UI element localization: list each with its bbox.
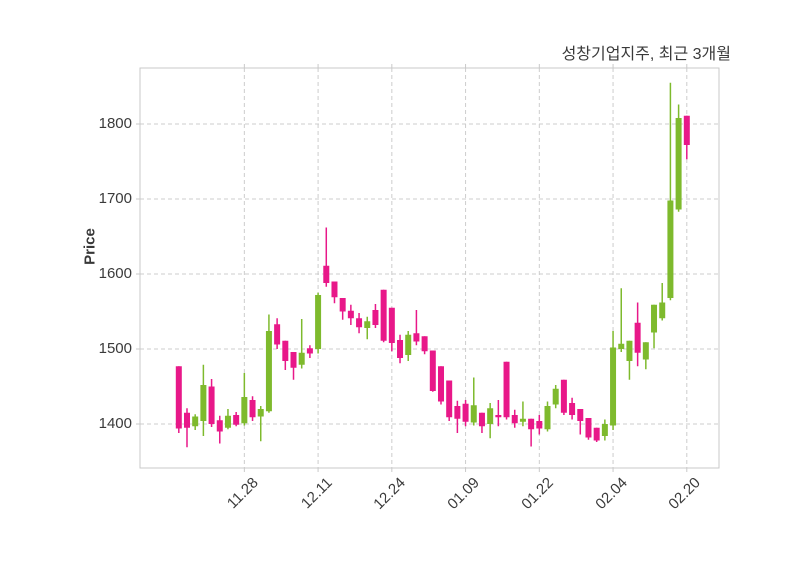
candle-up (667, 200, 674, 298)
candle-down (437, 366, 444, 402)
candle-down (388, 307, 395, 343)
candle-down (216, 420, 223, 432)
plot-border (139, 67, 720, 469)
candle-down (421, 336, 428, 352)
candle-up (405, 334, 412, 355)
candle-down (331, 281, 338, 298)
candle-down (528, 418, 535, 430)
candle-down (372, 310, 379, 325)
candle-up (364, 321, 371, 328)
candle-down (380, 289, 387, 341)
candle-up (224, 415, 231, 428)
candle-up (200, 385, 207, 421)
candle-up (298, 352, 305, 365)
candle-down (569, 403, 576, 415)
candle-down (454, 406, 461, 419)
candle-down (503, 361, 510, 418)
candle-down (413, 333, 420, 342)
candle-up (470, 405, 477, 423)
candle-down (593, 427, 600, 441)
candle-down (683, 115, 690, 145)
candle-down (585, 418, 592, 438)
candle-down (634, 322, 641, 353)
candle-up (601, 424, 608, 436)
y-tick-label: 1600 (98, 265, 132, 282)
candle-down (495, 415, 502, 418)
candle-up (487, 408, 494, 424)
candle-down (249, 400, 256, 418)
candle-down (282, 340, 289, 361)
y-tick-label: 1700 (98, 190, 132, 207)
candle-down (429, 350, 436, 391)
candle-down (511, 415, 518, 424)
candle-down (446, 380, 453, 418)
candle-up (241, 397, 248, 424)
candle-down (306, 348, 313, 354)
candle-down (233, 415, 240, 425)
y-tick-label: 1800 (98, 115, 132, 132)
candle-up (659, 302, 666, 319)
candles (175, 82, 690, 448)
candle-up (519, 418, 526, 422)
candle-down (274, 324, 281, 345)
candle-down (397, 340, 404, 358)
candle-down (478, 412, 485, 427)
candle-down (290, 352, 297, 368)
candle-down (323, 265, 330, 283)
candle-up (552, 388, 559, 405)
candle-down (347, 310, 354, 319)
candle-up (618, 343, 625, 349)
candle-up (544, 406, 551, 430)
candle-down (560, 379, 567, 413)
candle-down (208, 386, 215, 424)
gridlines (140, 68, 719, 468)
candle-down (356, 318, 363, 328)
candle-up (265, 331, 272, 412)
y-tick-label: 1400 (98, 415, 132, 432)
candle-up (675, 118, 682, 210)
candle-up (315, 295, 322, 349)
candle-up (192, 416, 199, 427)
candle-up (257, 409, 264, 417)
candle-up (642, 342, 649, 360)
candle-up (651, 304, 658, 333)
candle-down (536, 421, 543, 429)
candle-down (577, 409, 584, 421)
candle-down (175, 366, 182, 429)
candle-down (462, 403, 469, 422)
tick-marks (136, 64, 688, 472)
y-tick-label: 1500 (98, 340, 132, 357)
candle-up (626, 340, 633, 361)
candle-down (339, 298, 346, 312)
candle-down (183, 412, 190, 428)
chart-title: 성창기업지주, 최근 3개월 (561, 46, 731, 63)
candle-up (610, 347, 617, 426)
